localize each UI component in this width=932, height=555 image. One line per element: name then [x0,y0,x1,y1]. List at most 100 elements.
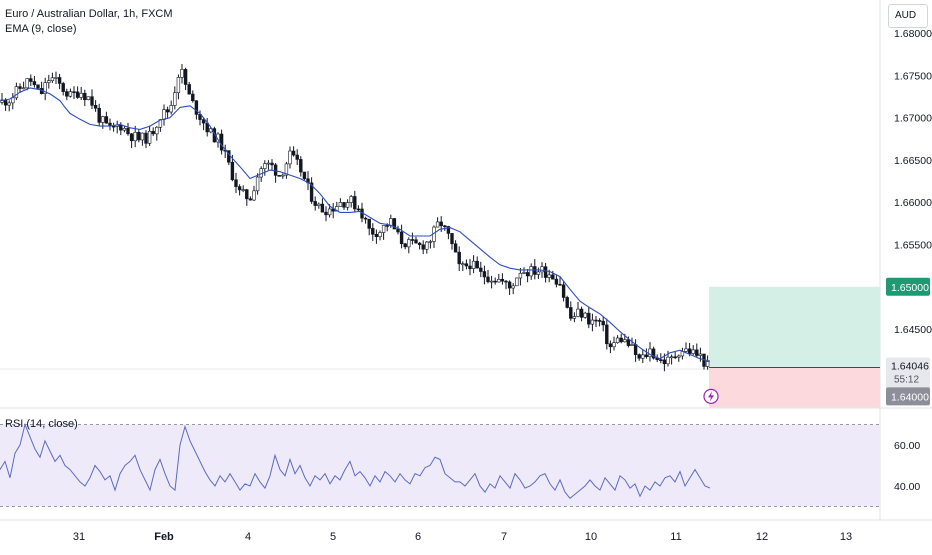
candle-body [684,348,688,352]
candle-body [32,81,37,86]
price-tick-label: 1.64500 [894,324,932,336]
candle-body [468,265,472,269]
candle-body [219,133,224,151]
candle-body [439,221,443,227]
candle-body [75,91,80,98]
candle-body [101,116,105,123]
time-tick-label: 5 [330,531,336,543]
candle-body [317,203,321,206]
candle-body [579,308,584,318]
candle-body [356,208,361,211]
candle-body [504,280,508,283]
candle-body [180,69,184,78]
candle-body [72,91,76,93]
candle-body [302,171,307,180]
candle-body [198,114,202,120]
candle-body [47,80,51,83]
candle-body [569,307,573,319]
candle-body [90,96,94,106]
candle-body [263,163,267,169]
candle-body [533,266,537,275]
candle-body [122,128,127,131]
candle-body [601,320,605,326]
candle-body [608,343,613,348]
ema-legend[interactable]: EMA (9, close) [5,23,77,35]
candle-body [590,319,595,325]
candle-body [673,356,677,359]
rsi-layer [0,422,880,507]
candle-body [648,348,652,357]
candle-body [378,232,382,237]
candle-body [248,198,253,201]
candle-body [266,162,271,165]
candle-body [486,276,490,283]
time-axis: 31 Feb 4 5 6 7 10 11 12 13 [73,531,852,543]
candle-body [626,339,631,346]
candle-body [666,356,670,365]
lightning-icon[interactable] [703,388,719,404]
candle-body [489,280,494,283]
candle-body [565,297,569,308]
candle-body [500,278,505,282]
candle-body [612,342,616,348]
price-tick-label: 1.67500 [894,70,932,82]
candle-body [630,344,634,346]
candle-body [644,354,649,357]
candle-body [407,239,411,248]
time-tick-label: 31 [73,531,85,543]
candle-body [68,91,73,97]
candle-body [162,109,166,120]
candle-body [518,272,523,279]
candle-body [443,225,447,228]
candle-body [151,130,155,135]
candle-body [605,324,609,345]
candle-body [536,271,541,275]
candle-body [417,242,422,246]
candle-body [187,84,191,95]
candle-body [687,348,692,354]
candle-body [641,354,645,359]
candle-body [119,124,123,131]
candle-body [525,272,530,277]
candle-body [479,267,483,272]
candle-body [270,162,274,166]
candle-body [83,92,87,101]
candle-body [97,107,101,123]
candle-body [507,281,512,289]
rsi-axis: 60.00 40.00 [894,440,920,493]
candle-body [587,312,591,325]
candle-body [554,278,559,285]
price-tick-label: 1.66000 [894,197,932,209]
candle-body [623,339,627,343]
candle-body [662,359,667,365]
candle-body [50,77,55,82]
candle-body [237,186,242,191]
candle-body [677,355,681,358]
candle-body [349,196,353,203]
price-tick-label: 1.66500 [894,155,932,167]
candle-body [461,263,465,266]
time-tick-label: 10 [585,531,597,543]
rsi-legend[interactable]: RSI (14, close) [5,418,78,430]
candle-body [147,130,152,144]
candle-body [698,353,703,356]
candle-body [385,225,389,227]
candle-body [464,263,469,267]
candle-body [194,100,199,115]
candle-body [651,348,656,359]
symbol-title[interactable]: Euro / Australian Dollar, 1h, FXCM [5,8,173,20]
currency-button[interactable]: AUD [888,4,928,28]
candle-body [669,356,674,359]
candle-body [277,175,281,177]
candle-body [515,277,519,287]
candle-body [79,92,83,98]
candle-body [252,190,256,201]
lightning-icon-bolt [708,391,714,402]
candle-body [342,202,346,208]
candle-body [619,337,623,343]
candle-body [435,221,440,228]
countdown-label: 55:12 [894,375,919,386]
candle-body [7,102,11,106]
